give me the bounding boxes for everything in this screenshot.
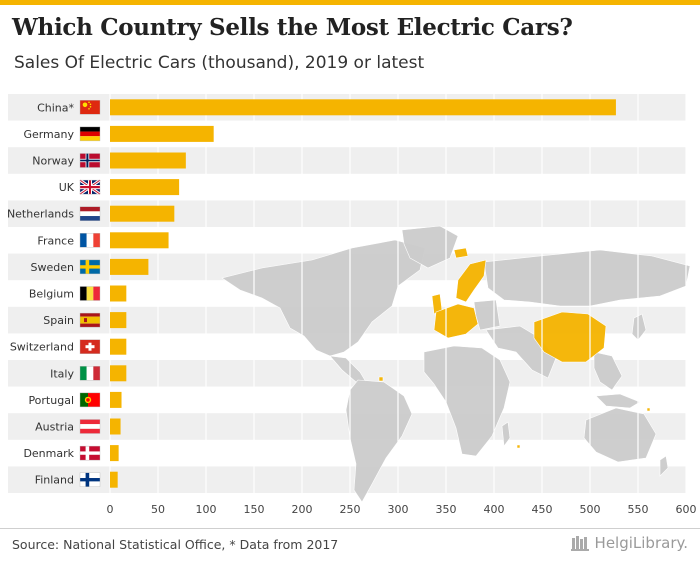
x-tick-label: 250 xyxy=(340,503,361,516)
bar-norway xyxy=(110,152,186,169)
row-band xyxy=(8,466,686,493)
category-label: Netherlands xyxy=(7,208,74,221)
map-greenland xyxy=(401,225,459,269)
bar-portugal xyxy=(110,391,122,408)
source-note: Source: National Statistical Office, * D… xyxy=(12,537,339,552)
bar-chart: China* Germany Norway UK Netherlands France Sw… xyxy=(7,94,697,516)
x-tick-label: 200 xyxy=(292,503,313,516)
logo-text: HelgiLibrary. xyxy=(594,534,688,552)
map-china xyxy=(533,311,607,363)
flag-china-icon xyxy=(79,100,101,115)
bar-sweden xyxy=(110,258,149,275)
bar-denmark xyxy=(110,445,119,462)
flag-switzerland-icon xyxy=(79,339,101,354)
category-label: Norway xyxy=(32,155,74,168)
x-tick-label: 600 xyxy=(676,503,697,516)
bar-china xyxy=(110,99,616,116)
category-label: Portugal xyxy=(28,394,74,407)
category-label: UK xyxy=(59,181,75,194)
flag-france-icon xyxy=(79,233,101,248)
flag-germany-icon xyxy=(79,126,101,142)
category-label: Denmark xyxy=(23,447,74,460)
flag-italy-icon xyxy=(79,366,101,381)
flag-norway-icon xyxy=(79,153,101,168)
flag-belgium-icon xyxy=(79,286,101,301)
library-icon xyxy=(570,536,589,551)
map-north-america xyxy=(221,239,426,357)
bar-netherlands xyxy=(110,205,175,222)
bar-italy xyxy=(110,365,127,382)
category-label: Germany xyxy=(23,128,74,141)
map-reunion xyxy=(516,444,521,449)
map-madagascar xyxy=(501,421,511,447)
category-label: Italy xyxy=(50,367,74,380)
map-western-europe xyxy=(433,303,479,339)
map-japan xyxy=(631,313,647,341)
x-tick-label: 400 xyxy=(484,503,505,516)
x-tick-label: 450 xyxy=(532,503,553,516)
helgi-library-logo: HelgiLibrary. xyxy=(570,534,688,552)
flag-austria-icon xyxy=(79,419,101,434)
flag-sweden-icon xyxy=(79,259,101,275)
x-tick-label: 550 xyxy=(628,503,649,516)
map-pacific-territory xyxy=(646,407,651,412)
flag-spain-icon xyxy=(79,312,101,328)
category-label: Switzerland xyxy=(10,341,74,354)
category-label: Belgium xyxy=(29,288,74,301)
map-indonesia xyxy=(595,393,641,409)
flag-netherlands-icon xyxy=(79,206,101,221)
x-tick-label: 150 xyxy=(244,503,265,516)
x-tick-label: 350 xyxy=(436,503,457,516)
footer-divider xyxy=(0,528,700,529)
x-tick-label: 0 xyxy=(107,503,114,516)
category-label: Austria xyxy=(35,421,74,434)
bar-austria xyxy=(110,418,121,435)
x-tick-label: 500 xyxy=(580,503,601,516)
map-scandinavia xyxy=(455,259,487,303)
bar-germany xyxy=(110,125,214,142)
bar-switzerland xyxy=(110,338,127,355)
map-south-america xyxy=(345,379,413,503)
category-label: France xyxy=(37,234,74,247)
bar-uk xyxy=(110,179,180,196)
chart-subtitle: Sales Of Electric Cars (thousand), 2019 … xyxy=(14,53,425,73)
category-label: Finland xyxy=(35,474,74,487)
bar-finland xyxy=(110,471,118,488)
map-russia xyxy=(483,249,691,307)
category-label: Spain xyxy=(43,314,74,327)
map-iceland xyxy=(453,247,469,259)
bar-belgium xyxy=(110,285,127,302)
top-accent-bar xyxy=(0,0,700,5)
map-french-guiana xyxy=(378,376,384,382)
flag-portugal-icon xyxy=(79,392,101,408)
flag-uk-icon xyxy=(79,178,101,196)
category-label: China* xyxy=(37,101,74,114)
x-tick-label: 100 xyxy=(196,503,217,516)
bar-spain xyxy=(110,312,127,329)
category-label: Sweden xyxy=(31,261,74,274)
x-tick-label: 50 xyxy=(151,503,165,516)
map-new-zealand xyxy=(659,455,669,477)
map-southeast-asia xyxy=(593,351,623,391)
bar-france xyxy=(110,232,169,249)
chart-title: Which Country Sells the Most Electric Ca… xyxy=(12,14,573,41)
flag-finland-icon xyxy=(79,472,101,487)
x-tick-label: 300 xyxy=(388,503,409,516)
flag-denmark-icon xyxy=(79,445,101,461)
